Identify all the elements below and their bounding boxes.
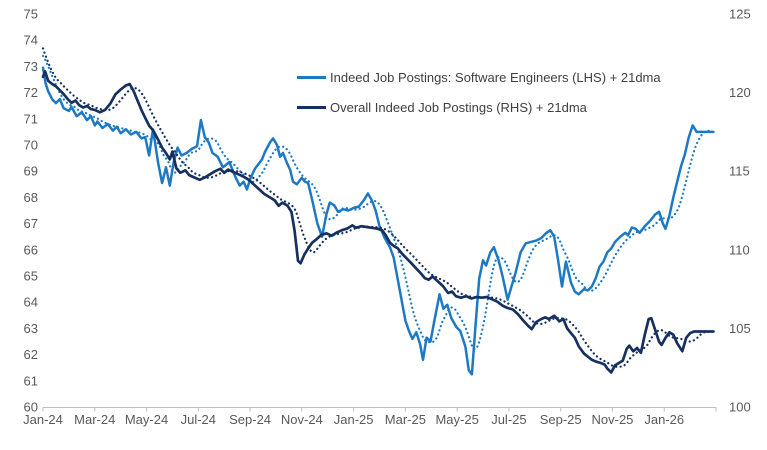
y-left-axis-label: 64 (24, 295, 38, 310)
x-axis-label: Jan-25 (334, 412, 374, 427)
y-left-axis-label: 67 (24, 216, 38, 231)
y-right-axis-label: 120 (729, 85, 751, 100)
y-right-axis-label: 115 (729, 164, 750, 179)
legend-line-sample-light-blue (297, 75, 326, 79)
y-right-axis-label: 110 (729, 242, 750, 257)
series-solid-line-software-engineers (41, 66, 715, 376)
legend: Indeed Job Postings: Software Engineers … (297, 66, 661, 126)
x-axis-label: May-24 (125, 412, 168, 427)
x-axis-label: Mar-24 (74, 412, 115, 427)
x-axis-label: Nov-24 (281, 412, 323, 427)
y-left-axis-label: 65 (24, 269, 38, 284)
y-right-axis-label: 105 (729, 321, 751, 336)
y-left-axis-label: 71 (24, 111, 38, 126)
legend-item-software-engineers: Indeed Job Postings: Software Engineers … (297, 66, 661, 88)
y-left-axis-label: 75 (24, 7, 38, 22)
y-left-axis-label: 63 (24, 321, 38, 336)
y-left-axis-label: 61 (24, 373, 38, 388)
legend-item-overall-postings: Overall Indeed Job Postings (RHS) + 21dm… (297, 96, 661, 118)
x-axis-label: Jul-24 (181, 412, 216, 427)
x-axis-label: Sep-24 (229, 412, 271, 427)
x-axis-label: Jan-26 (644, 412, 684, 427)
x-axis-label: Nov-25 (592, 412, 634, 427)
legend-line-sample-navy (297, 105, 326, 109)
y-left-axis-label: 73 (24, 59, 38, 74)
y-right-axis-label: 100 (729, 400, 751, 415)
y-left-axis-label: 69 (24, 164, 38, 179)
y-left-axis-label: 74 (24, 33, 38, 48)
x-axis-label: Jan-24 (23, 412, 63, 427)
x-axis-label: Sep-25 (540, 412, 582, 427)
y-left-axis-label: 70 (24, 138, 38, 153)
x-axis-label: May-25 (435, 412, 478, 427)
series-solid-line-overall-postings (41, 70, 715, 374)
y-left-axis-label: 72 (24, 85, 38, 100)
y-left-axis-label: 66 (24, 242, 38, 257)
y-left-axis-label: 60 (24, 400, 38, 415)
series-21dma-dotted-line-overall-postings (41, 47, 714, 368)
x-axis-label: Mar-25 (385, 412, 426, 427)
x-axis-label: Jul-25 (491, 412, 526, 427)
y-right-axis-label: 125 (729, 7, 751, 22)
legend-label-software-engineers: Indeed Job Postings: Software Engineers … (330, 69, 661, 85)
legend-label-overall-postings: Overall Indeed Job Postings (RHS) + 21dm… (330, 99, 587, 115)
y-left-axis-label: 62 (24, 347, 38, 362)
y-left-axis-label: 68 (24, 190, 38, 205)
